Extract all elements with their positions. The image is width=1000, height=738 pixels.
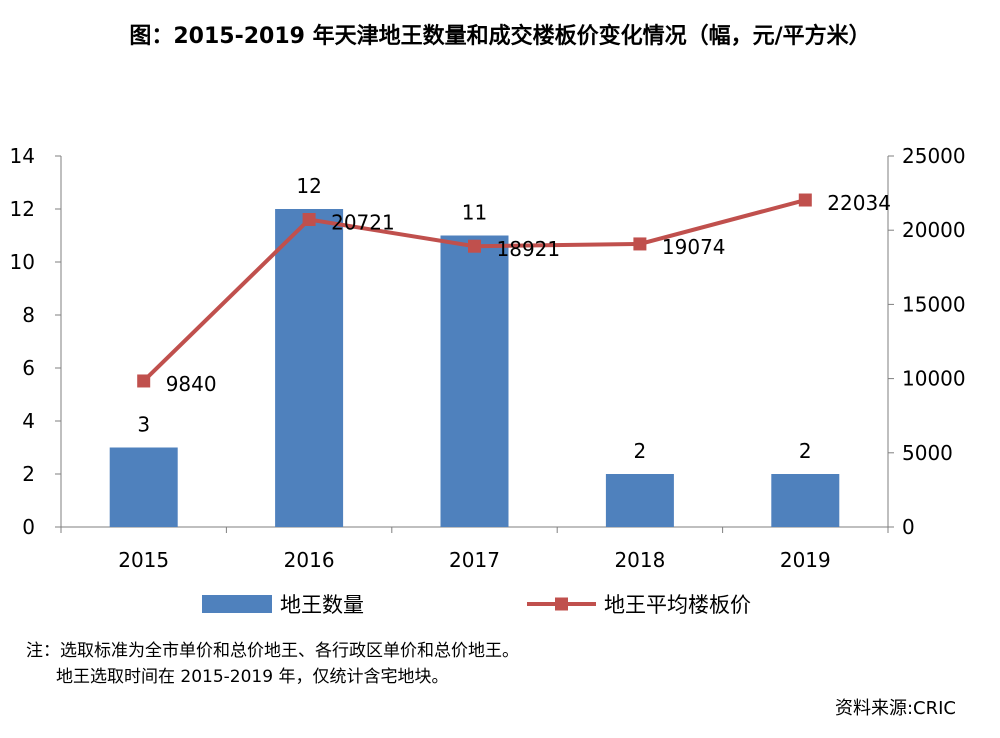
right-tick-label: 10000 [902, 367, 966, 391]
bar-data-label: 12 [296, 174, 321, 198]
line-data-label: 22034 [827, 191, 891, 215]
left-tick-label: 0 [22, 515, 35, 539]
line-marker [798, 193, 812, 207]
legend: 地王数量 地王平均楼板价 [202, 593, 751, 617]
left-tick-label: 14 [10, 144, 35, 168]
right-tick-label: 0 [902, 515, 915, 539]
bar [109, 447, 178, 527]
x-tick-label: 2016 [284, 548, 335, 572]
left-tick-label: 12 [10, 197, 35, 221]
left-tick-label: 6 [22, 356, 35, 380]
bar-data-label: 2 [634, 439, 647, 463]
line-marker [302, 213, 316, 227]
bar [605, 474, 674, 527]
left-tick-label: 4 [22, 409, 35, 433]
source-credit: 资料来源:CRIC [834, 698, 956, 719]
footnote-line-2: 地王选取时间在 2015-2019 年，仅统计含宅地块。 [56, 667, 449, 687]
bar [771, 474, 840, 527]
x-tick-label: 2018 [614, 548, 665, 572]
footnote: 注：选取标准为全市单价和总价地王、各行政区单价和总价地王。 地王选取时间在 20… [26, 638, 519, 690]
legend-line-marker [555, 597, 568, 611]
data-labels: 3 12 11 2 2 9840 20721 18921 19074 22034 [137, 174, 891, 463]
left-tick-label: 10 [10, 250, 35, 274]
bar-data-label: 11 [462, 201, 487, 225]
line-data-label: 20721 [331, 211, 395, 235]
bar [275, 209, 344, 527]
left-tick-label: 8 [22, 303, 35, 327]
line-data-label: 19074 [662, 235, 726, 259]
right-tick-label: 15000 [902, 292, 966, 316]
legend-label-bar: 地王数量 [280, 593, 364, 617]
axes: 0 2 4 6 8 10 12 14 0 5000 10000 15000 20000 25000 2015… [10, 144, 966, 572]
line-data-label: 18921 [497, 237, 561, 261]
right-tick-label: 5000 [902, 441, 953, 465]
right-tick-label: 25000 [902, 144, 966, 168]
line-marker [137, 374, 151, 388]
line-series [137, 193, 812, 388]
footnote-line-1: 注：选取标准为全市单价和总价地王、各行政区单价和总价地王。 [26, 641, 519, 661]
chart-title: 图：2015-2019 年天津地王数量和成交楼板价变化情况（幅，元/平方米） [129, 24, 871, 49]
bar-data-label: 2 [799, 439, 812, 463]
line-marker [633, 237, 647, 251]
x-tick-label: 2019 [780, 548, 831, 572]
legend-label-line: 地王平均楼板价 [604, 593, 751, 617]
right-tick-label: 20000 [902, 218, 966, 242]
line-marker [468, 239, 481, 253]
left-tick-label: 2 [22, 462, 35, 486]
legend-bar-swatch [202, 595, 272, 613]
x-tick-label: 2017 [449, 548, 500, 572]
line-data-label: 9840 [166, 372, 217, 396]
bar-data-label: 3 [137, 413, 150, 437]
bar [440, 235, 509, 527]
bar-series [109, 209, 840, 527]
x-tick-label: 2015 [118, 548, 169, 572]
